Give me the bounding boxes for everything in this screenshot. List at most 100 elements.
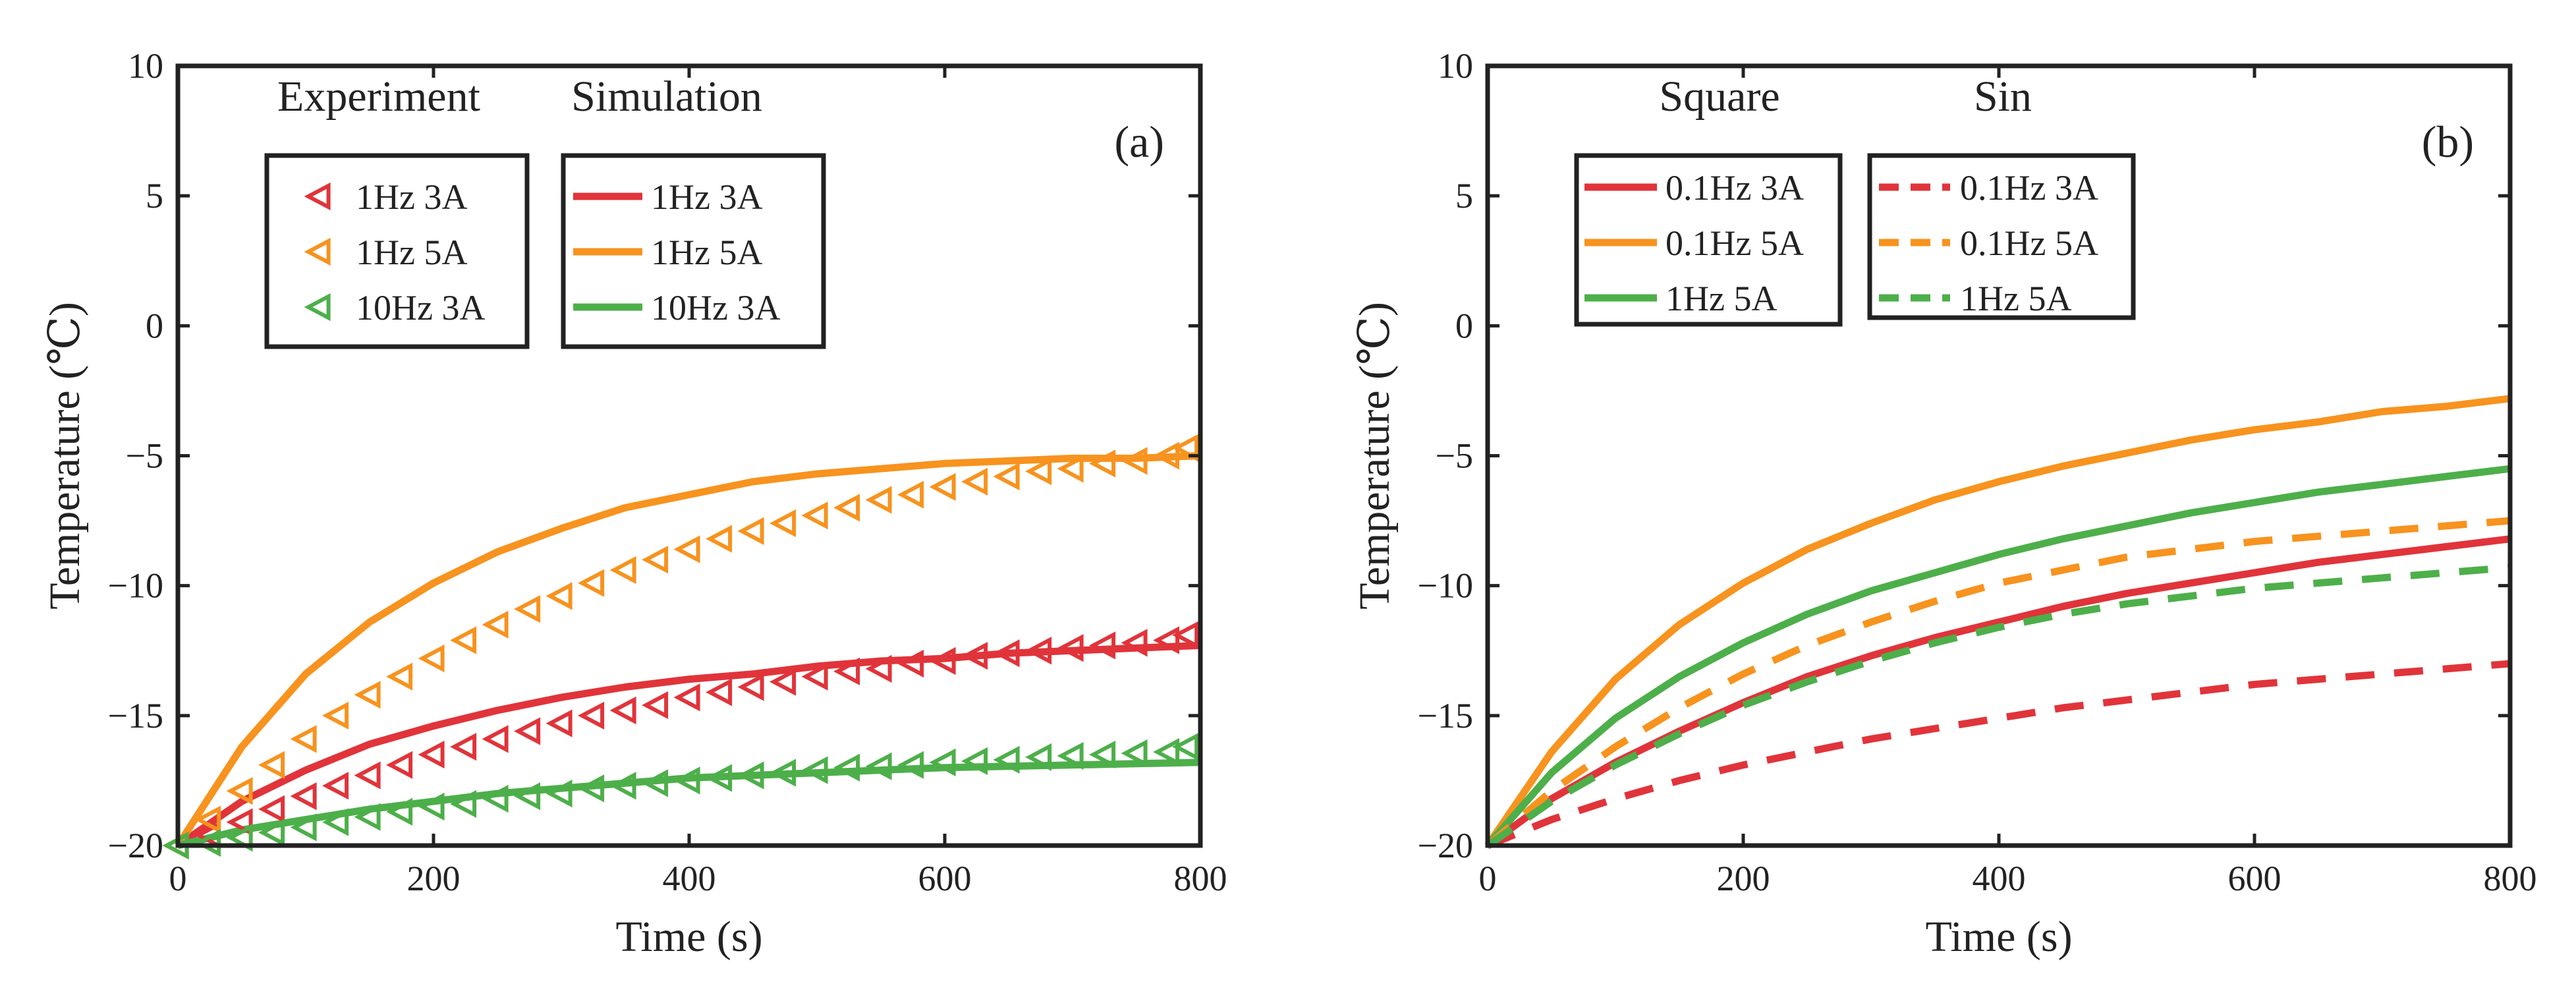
series-group	[1484, 395, 2511, 849]
data-point	[642, 691, 669, 720]
legend-entry: 0.1Hz 5A	[1666, 223, 1804, 263]
data-point	[706, 678, 733, 706]
x-tick-label: 400	[1973, 859, 2026, 898]
data-point	[546, 709, 573, 737]
data-point	[1057, 741, 1084, 770]
x-tick-label: 600	[2228, 859, 2282, 898]
data-point	[386, 797, 413, 826]
data-point	[865, 486, 892, 514]
data-point	[322, 701, 349, 730]
data-point	[194, 805, 221, 834]
data-point	[801, 756, 828, 784]
data-point	[226, 808, 253, 836]
legend-box	[264, 153, 530, 349]
x-tick-label: 600	[918, 859, 972, 898]
legend-title: Experiment	[277, 72, 480, 121]
data-point	[833, 494, 860, 522]
y-tick-label: 10	[1438, 46, 1473, 86]
data-point	[609, 556, 636, 585]
data-point	[578, 774, 605, 803]
data-point	[929, 748, 956, 776]
legend-entry: 10Hz 3A	[356, 288, 485, 328]
data-point	[290, 813, 317, 842]
data-point	[290, 725, 317, 753]
data-point	[1172, 733, 1199, 761]
series-simulation-1hz-5a-line	[175, 452, 1201, 848]
x-axis-label: Time (s)	[1925, 913, 2072, 961]
y-tick-label: −20	[1418, 826, 1473, 865]
data-point	[578, 701, 605, 730]
data-point	[1025, 743, 1052, 772]
data-point	[418, 740, 445, 769]
data-point	[1089, 449, 1116, 478]
series-sin-0-1hz-5a-line	[1485, 517, 2511, 849]
data-point	[1153, 626, 1180, 654]
data-point	[961, 467, 988, 496]
series-experiment-10hz-3a	[162, 733, 1199, 860]
legend-entry: 1Hz 5A	[1666, 279, 1777, 318]
y-tick-label: −10	[108, 566, 163, 606]
legend-sin: Sin 0.1Hz 3A 0.1Hz 5A 1Hz 5A	[1867, 72, 2136, 320]
series-group	[162, 434, 1201, 860]
data-point	[961, 747, 988, 775]
data-point	[961, 642, 988, 670]
data-point	[642, 546, 669, 574]
y-axis-label: Temperature (℃)	[1351, 302, 1399, 610]
y-tick-label: 10	[128, 46, 163, 86]
data-point	[418, 792, 445, 820]
data-point	[226, 824, 253, 852]
data-point	[1153, 442, 1180, 470]
legend-marker	[304, 293, 331, 322]
data-point	[514, 782, 541, 811]
data-point	[258, 795, 285, 823]
y-tick-label: −10	[1418, 566, 1473, 606]
data-point	[706, 525, 733, 553]
data-point	[1057, 455, 1084, 483]
legend-simulation: Simulation 1Hz 3A 1Hz 5A 10Hz 3A	[561, 72, 826, 349]
data-point	[1172, 434, 1199, 462]
y-tick-label: 0	[146, 306, 163, 345]
data-point	[770, 668, 797, 696]
data-point	[386, 662, 413, 691]
legend-experiment: Experiment 1Hz 3A 1Hz 5A 10Hz 3A	[264, 72, 530, 349]
chart-panel-a: 0 200 400 600 800 −20 −15 −10 −5 0 5 10 Time (s) Temp…	[41, 46, 1227, 961]
data-point	[418, 644, 445, 673]
data-point	[865, 654, 892, 683]
data-point	[801, 662, 828, 691]
legend-entry: 0.1Hz 3A	[1666, 168, 1804, 208]
x-tick-label: 0	[1479, 859, 1497, 898]
chart-panel-b: 0 200 400 600 800 −20 −15 −10 −5 0 5 10 Time (s) Temp…	[1351, 46, 2537, 961]
data-point	[609, 696, 636, 725]
data-point	[673, 766, 700, 795]
data-point	[1025, 637, 1052, 665]
data-point	[929, 647, 956, 676]
data-point	[1089, 740, 1116, 769]
y-tick-label: −15	[1418, 696, 1473, 735]
y-tick-label: −5	[1436, 436, 1473, 476]
data-point	[226, 777, 253, 805]
data-point	[801, 502, 828, 530]
legend-entry: 1Hz 3A	[651, 177, 762, 217]
data-point	[450, 626, 477, 654]
data-point	[514, 595, 541, 623]
y-tick-label: −20	[108, 826, 163, 865]
legend-title: Sin	[1974, 72, 2032, 121]
data-point	[578, 569, 605, 597]
data-point	[258, 819, 285, 847]
legend-title: Simulation	[571, 72, 762, 121]
x-tick-label: 800	[1174, 859, 1227, 898]
x-axis-label: Time (s)	[615, 913, 762, 961]
data-point	[322, 808, 349, 836]
series-sin-1hz-5a-line	[1485, 563, 2511, 849]
data-point	[897, 751, 924, 779]
data-point	[546, 582, 573, 610]
legend-entry: 0.1Hz 5A	[1960, 223, 2098, 263]
data-point	[897, 649, 924, 678]
data-point	[642, 769, 669, 797]
data-point	[194, 828, 221, 857]
data-point	[354, 681, 381, 709]
y-tick-label: 5	[1455, 176, 1473, 216]
legend-title: Square	[1659, 72, 1779, 121]
legend-entry: 1Hz 3A	[356, 177, 467, 217]
